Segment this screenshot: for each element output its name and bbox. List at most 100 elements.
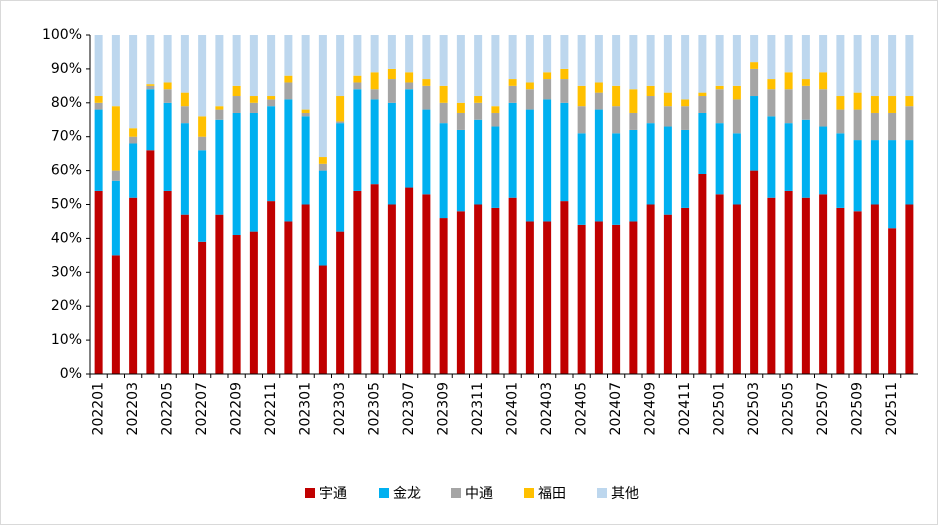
x-tick-label: 202307 bbox=[401, 382, 417, 435]
bar-segment bbox=[336, 123, 345, 232]
bar-segment bbox=[198, 35, 207, 117]
bar-segment bbox=[370, 184, 379, 374]
bar-segment bbox=[905, 140, 914, 205]
bar-segment bbox=[215, 35, 224, 107]
bar-segment bbox=[508, 35, 517, 80]
bar-segment bbox=[870, 204, 879, 374]
bar-segment bbox=[508, 102, 517, 198]
x-tick-label: 202401 bbox=[505, 382, 521, 435]
bar-segment bbox=[560, 35, 569, 69]
bar-segment bbox=[767, 116, 776, 198]
bar-segment bbox=[284, 221, 293, 374]
bar-segment bbox=[801, 35, 810, 80]
bar-segment bbox=[681, 106, 690, 130]
bar-segment bbox=[698, 96, 707, 113]
legend-label: 福田 bbox=[538, 486, 566, 502]
x-tick-label: 202507 bbox=[815, 382, 831, 435]
bar-segment bbox=[387, 102, 396, 205]
bar-segment bbox=[146, 150, 155, 374]
x-tick-label: 202205 bbox=[160, 382, 176, 435]
bar-segment bbox=[318, 265, 327, 374]
y-tick-label: 10% bbox=[51, 332, 82, 348]
bar-segment bbox=[612, 106, 621, 134]
bar-segment bbox=[577, 35, 586, 86]
x-tick-label: 202405 bbox=[574, 382, 590, 435]
x-tick-label: 202301 bbox=[298, 382, 314, 435]
bar-segment bbox=[508, 197, 517, 374]
bar-segment bbox=[232, 235, 241, 374]
bar-segment bbox=[180, 35, 189, 93]
bar-segment bbox=[370, 89, 379, 100]
y-tick-label: 50% bbox=[51, 197, 82, 213]
bar-segment bbox=[198, 136, 207, 151]
x-tick-label: 202209 bbox=[229, 382, 245, 435]
bar-segment bbox=[819, 72, 828, 90]
bar-segment bbox=[784, 123, 793, 191]
bar-segment bbox=[249, 112, 258, 232]
bar-segment bbox=[456, 102, 465, 113]
bar-segment bbox=[336, 121, 345, 124]
bar-segment bbox=[284, 82, 293, 100]
bar-segment bbox=[267, 106, 276, 202]
bar-segment bbox=[905, 96, 914, 107]
bar-segment bbox=[836, 133, 845, 208]
x-tick-label: 202303 bbox=[332, 382, 348, 435]
bar-segment bbox=[422, 194, 431, 374]
bar-segment bbox=[836, 96, 845, 110]
bar-segment bbox=[577, 133, 586, 225]
legend-swatch bbox=[597, 488, 607, 498]
x-tick-label: 202409 bbox=[643, 382, 659, 435]
bar-segment bbox=[646, 123, 655, 205]
bar-segment bbox=[491, 106, 500, 113]
bar-segment bbox=[146, 84, 155, 86]
bar-segment bbox=[146, 85, 155, 90]
bar-segment bbox=[525, 109, 534, 222]
bar-segment bbox=[819, 194, 828, 374]
bar-segment bbox=[249, 231, 258, 374]
bar-segment bbox=[232, 35, 241, 86]
y-tick-label: 40% bbox=[51, 230, 82, 246]
bar-segment bbox=[370, 99, 379, 185]
bar-segment bbox=[94, 96, 103, 103]
bar-segment bbox=[370, 35, 379, 73]
bar-segment bbox=[146, 35, 155, 85]
y-tick-label: 30% bbox=[51, 264, 82, 280]
bar-segment bbox=[646, 35, 655, 86]
legend-label: 金龙 bbox=[393, 486, 421, 502]
bar-segment bbox=[577, 106, 586, 134]
bar-segment bbox=[405, 72, 414, 83]
bar-segment bbox=[301, 204, 310, 374]
x-tick-label: 202305 bbox=[367, 382, 383, 435]
bar-segment bbox=[198, 241, 207, 374]
bar-segment bbox=[439, 85, 448, 103]
bar-segment bbox=[232, 112, 241, 236]
bar-segment bbox=[353, 35, 362, 76]
bar-segment bbox=[594, 92, 603, 110]
bar-segment bbox=[163, 82, 172, 90]
bar-segment bbox=[888, 112, 897, 141]
bar-segment bbox=[543, 99, 552, 222]
bar-segment bbox=[594, 82, 603, 93]
bar-segment bbox=[681, 207, 690, 374]
y-tick-label: 100% bbox=[42, 27, 82, 43]
legend-label: 中通 bbox=[465, 486, 493, 502]
bar-segment bbox=[767, 197, 776, 374]
bar-segment bbox=[215, 214, 224, 374]
bar-segment bbox=[353, 89, 362, 191]
legend-label: 宇通 bbox=[319, 486, 347, 502]
bar-segment bbox=[663, 126, 672, 215]
bar-segment bbox=[353, 75, 362, 83]
legend-swatch bbox=[305, 488, 315, 498]
bar-segment bbox=[180, 214, 189, 374]
bar-segment bbox=[249, 102, 258, 113]
bar-segment bbox=[663, 106, 672, 127]
bar-segment bbox=[111, 170, 120, 181]
bar-segment bbox=[612, 133, 621, 225]
bar-segment bbox=[474, 35, 483, 97]
bar-segment bbox=[905, 204, 914, 374]
bar-segment bbox=[888, 96, 897, 113]
bar-segment bbox=[612, 85, 621, 107]
bar-segment bbox=[732, 85, 741, 100]
bar-segment bbox=[94, 190, 103, 374]
x-tick-label: 202511 bbox=[884, 382, 900, 435]
